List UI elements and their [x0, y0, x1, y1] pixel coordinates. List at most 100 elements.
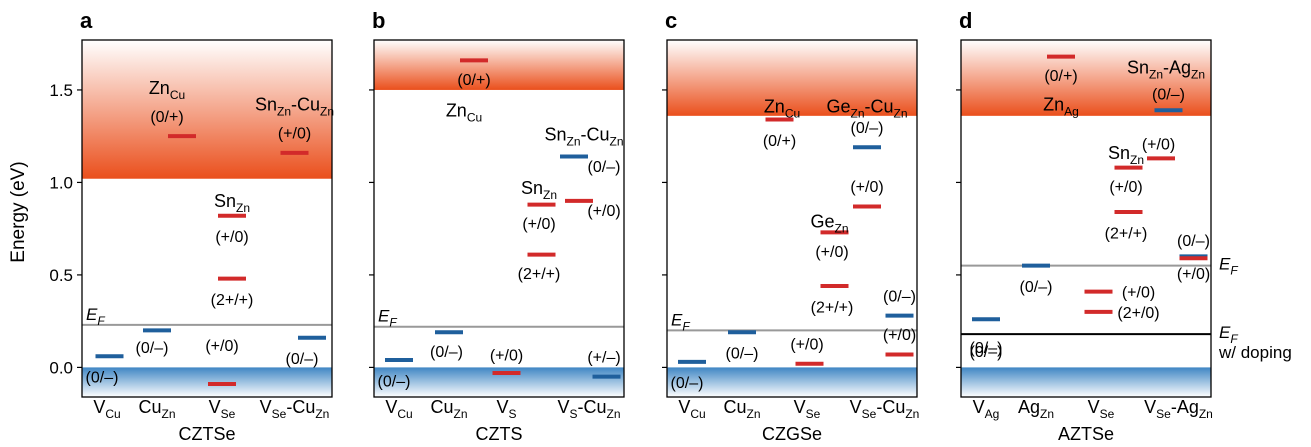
- charge-transition-label: (2+/+): [1105, 225, 1148, 242]
- charge-transition-label: (0/–): [970, 340, 1003, 357]
- x-tick-label: VS: [496, 397, 516, 421]
- defect-name-label: ZnCu: [149, 78, 185, 102]
- defect-name-label: ZnCu: [764, 97, 800, 121]
- charge-transition-label: (2+/0): [1117, 305, 1159, 322]
- charge-transition-label: (+/0): [278, 125, 311, 142]
- charge-transition-label: (+/0): [790, 336, 823, 353]
- charge-transition-label: (0/+): [150, 109, 183, 126]
- charge-transition-label: (+/0): [883, 327, 916, 344]
- x-tick-label: VCu: [385, 397, 412, 421]
- charge-transition-label: (0/–): [1020, 279, 1053, 296]
- y-tick-label: 1.0: [49, 173, 73, 192]
- fermi-level-label: EF: [1219, 323, 1238, 346]
- valence-band: [82, 367, 332, 397]
- charge-transition-label: (2+/+): [518, 266, 561, 283]
- x-tick-label: VSe: [209, 397, 236, 421]
- charge-transition-label: (0/–): [378, 373, 411, 390]
- charge-transition-label: (+/0): [1142, 137, 1175, 154]
- charge-transition-label: (2+/+): [811, 299, 854, 316]
- defect-name-label: ZnAg: [1043, 95, 1079, 119]
- charge-transition-label: (2+/+): [211, 292, 254, 309]
- y-tick-label: 0.0: [49, 358, 73, 377]
- panel-letter: a: [80, 8, 93, 33]
- x-tick-label: VSe: [794, 397, 821, 421]
- charge-transition-label: (0/+): [1044, 68, 1077, 85]
- material-label: CZGSe: [762, 424, 822, 444]
- conduction-band: [667, 40, 917, 116]
- charge-transition-label: (+/0): [522, 216, 555, 233]
- defect-name-label: SnZn-CuZn: [544, 124, 623, 148]
- conduction-band: [374, 40, 624, 90]
- x-tick-label: VSe: [1088, 397, 1115, 421]
- x-tick-label: VSe-AgZn: [1144, 397, 1213, 421]
- x-tick-label: VCu: [678, 397, 705, 421]
- defect-name-label: GeZn-CuZn: [826, 97, 907, 121]
- x-tick-label: VSe-CuZn: [260, 397, 330, 421]
- x-tick-label: VSe-CuZn: [850, 397, 920, 421]
- charge-transition-label: (0/–): [286, 351, 319, 368]
- defect-name-label: SnZn: [214, 191, 250, 215]
- charge-transition-label: (+/0): [1177, 266, 1210, 283]
- valence-band: [667, 367, 917, 397]
- charge-transition-label: (+/0): [490, 347, 523, 364]
- panel-c: c CZGSe EF (0/–) (0/–) (+/0) (+/0) (0/–) (2+/+) (…: [662, 8, 919, 444]
- charge-transition-label: (0/–): [86, 370, 119, 387]
- charge-transition-label: (0/–): [588, 159, 621, 176]
- charge-transition-label: (0/+): [763, 133, 796, 150]
- fermi-level-label: EF: [86, 305, 105, 328]
- charge-transition-label: (0/–): [883, 288, 916, 305]
- x-tick-label: VS-CuZn: [557, 397, 620, 421]
- charge-transition-label: (0/–): [1177, 233, 1210, 250]
- y-tick-label: 1.5: [49, 81, 73, 100]
- charge-transition-label: (+/0): [1122, 285, 1155, 302]
- panel-frame: [960, 39, 1212, 398]
- panel-frame: [666, 39, 918, 398]
- panel-letter: b: [372, 8, 385, 33]
- defect-name-label: GeZn: [810, 211, 848, 235]
- conduction-band: [82, 40, 332, 179]
- defect-name-label: ZnCu: [446, 100, 482, 124]
- conduction-band: [961, 40, 1211, 116]
- x-tick-label: AgZn: [1018, 397, 1054, 421]
- panel-b: b CZTS EF (0/–) (0/–) (+/0) (+/–) (2+/+) (+/0) (+…: [369, 8, 625, 444]
- charge-transition-label: (0/–): [970, 344, 1003, 361]
- charge-transition-label: (0/–): [671, 375, 704, 392]
- charge-transition-label: (+/0): [215, 229, 248, 246]
- x-tick-label: CuZn: [430, 397, 467, 421]
- material-label: CZTS: [476, 424, 523, 444]
- y-tick-label: 0.5: [49, 266, 73, 285]
- panel-a: a CZTSe 0.0 0.5 1.0 1.5 EF (0/–) (0/–) (+/0) (2+/+…: [49, 8, 334, 444]
- panel-letter: c: [665, 8, 677, 33]
- material-label: CZTSe: [178, 424, 235, 444]
- y-axis-label: Energy (eV): [8, 161, 29, 262]
- fermi-level-label: EF: [1219, 255, 1238, 278]
- fermi-level-label: EF: [378, 307, 397, 330]
- defect-name-label: SnZn: [1108, 143, 1144, 167]
- defect-name-label: SnZn-CuZn: [255, 95, 334, 119]
- charge-transition-label: (+/–): [587, 349, 620, 366]
- charge-transition-label: (0/–): [430, 344, 463, 361]
- charge-transition-label: (+/0): [205, 338, 238, 355]
- x-tick-label: CuZn: [723, 397, 760, 421]
- charge-transition-label: (+/0): [1109, 179, 1142, 196]
- charge-transition-label: (0/–): [136, 340, 169, 357]
- fermi-level-label: EF: [671, 310, 690, 333]
- charge-transition-label: (+/0): [815, 244, 848, 261]
- defect-name-label: SnZn-AgZn: [1127, 58, 1205, 82]
- charge-transition-label: (0/+): [457, 72, 490, 89]
- x-tick-label: VAg: [973, 397, 1000, 421]
- charge-transition-label: (+/0): [850, 179, 883, 196]
- defect-name-label: SnZn: [521, 178, 557, 202]
- panel-frame: [373, 39, 625, 398]
- material-label: AZTSe: [1058, 424, 1114, 444]
- fermi-level-suffix: w/ doping: [1218, 343, 1292, 362]
- x-tick-label: CuZn: [138, 397, 175, 421]
- charge-transition-label: (0/–): [851, 120, 884, 137]
- panel-frame: [81, 39, 333, 398]
- x-tick-label: VCu: [93, 397, 120, 421]
- panel-letter: d: [959, 8, 972, 33]
- charge-transition-label: (0/–): [726, 346, 759, 363]
- valence-band: [961, 367, 1211, 397]
